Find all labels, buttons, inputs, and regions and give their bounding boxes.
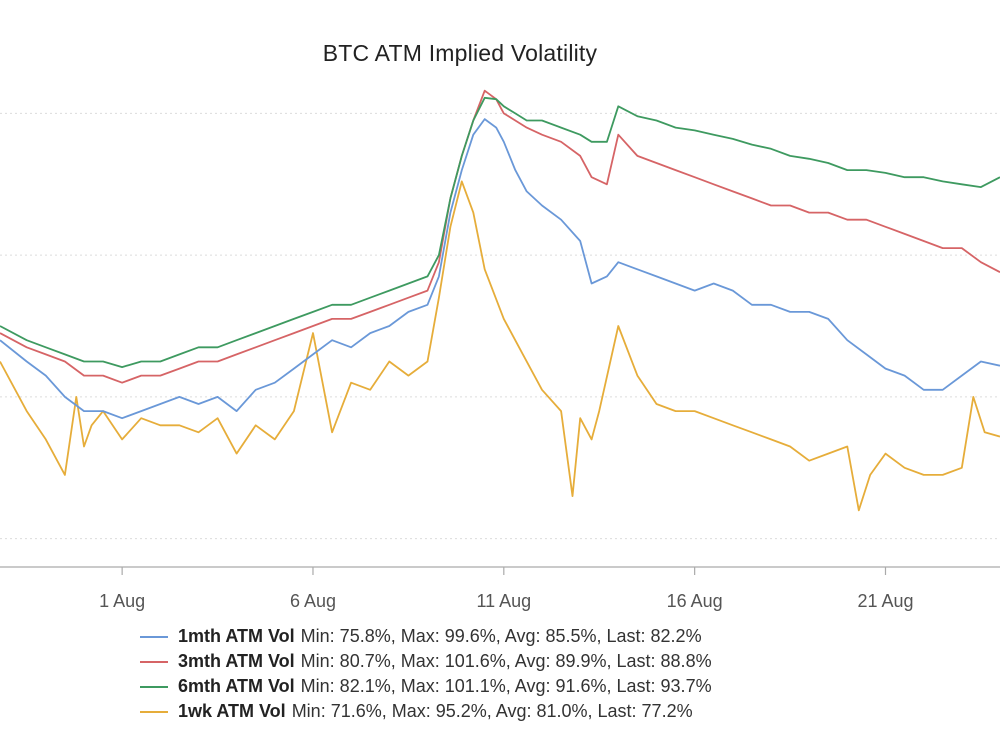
legend-series-stats: Min: 75.8%, Max: 99.6%, Avg: 85.5%, Last… (300, 626, 702, 646)
legend-series-name: 1wk ATM Vol (178, 701, 286, 721)
x-tick-label: 16 Aug (667, 591, 723, 611)
chart-title: BTC ATM Implied Volatility (322, 40, 598, 66)
legend-series-name: 3mth ATM Vol (178, 651, 295, 671)
legend-series-name: 6mth ATM Vol (178, 676, 295, 696)
legend-swatch (140, 685, 168, 688)
gridlines (0, 112, 1000, 540)
legend-item[interactable]: 6mth ATM Vol Min: 82.1%, Max: 101.1%, Av… (140, 674, 940, 699)
legend-swatch (140, 635, 168, 638)
legend-swatch (140, 710, 168, 713)
plot-area: 1 Aug 6 Aug 11 Aug 16 Aug 21 Aug (0, 89, 1000, 611)
x-tick-label: 1 Aug (99, 591, 145, 611)
legend-series-stats: Min: 80.7%, Max: 101.6%, Avg: 89.9%, Las… (300, 651, 712, 671)
series-line-6mth[interactable] (0, 96, 1000, 369)
series-line-1mth[interactable] (0, 118, 1000, 420)
legend: 1mth ATM Vol Min: 75.8%, Max: 99.6%, Avg… (140, 624, 940, 724)
series-line-1wk[interactable] (0, 180, 1000, 512)
series-line-3mth[interactable] (0, 89, 1000, 384)
legend-series-stats: Min: 71.6%, Max: 95.2%, Avg: 81.0%, Last… (291, 701, 693, 721)
legend-series-stats: Min: 82.1%, Max: 101.1%, Avg: 91.6%, Las… (300, 676, 712, 696)
legend-item[interactable]: 1mth ATM Vol Min: 75.8%, Max: 99.6%, Avg… (140, 624, 940, 649)
legend-series-name: 1mth ATM Vol (178, 626, 295, 646)
x-tick-label: 21 Aug (857, 591, 913, 611)
x-tick-label: 6 Aug (290, 591, 336, 611)
x-axis-ticks: 1 Aug 6 Aug 11 Aug 16 Aug 21 Aug (99, 567, 914, 611)
legend-swatch (140, 660, 168, 663)
series-lines (0, 89, 1000, 512)
x-tick-label: 11 Aug (476, 591, 531, 611)
legend-item[interactable]: 1wk ATM Vol Min: 71.6%, Max: 95.2%, Avg:… (140, 699, 940, 724)
legend-item[interactable]: 3mth ATM Vol Min: 80.7%, Max: 101.6%, Av… (140, 649, 940, 674)
